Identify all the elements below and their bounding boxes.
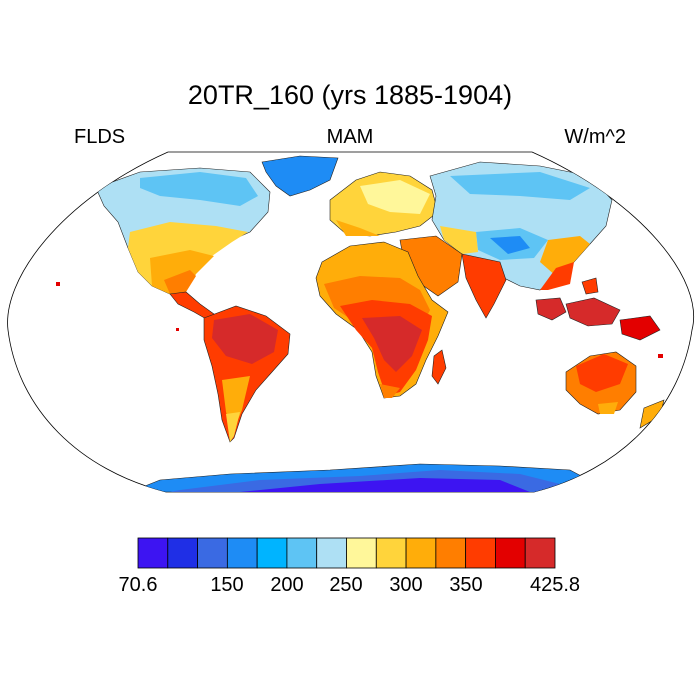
colorbar-swatch — [316, 537, 347, 569]
colorbar-tick-label: 425.8 — [529, 574, 581, 596]
colorbar-swatch — [346, 537, 377, 569]
colorbar-tick-label: 150 — [210, 574, 244, 596]
colorbar-swatch — [435, 537, 467, 569]
colorbar-swatch — [286, 537, 318, 569]
landmass-north-america — [95, 167, 271, 295]
colorbar-tick-label: 250 — [329, 574, 363, 596]
map-title: 20TR_160 (yrs 1885-1904) — [187, 80, 513, 110]
landmass-india — [461, 253, 507, 319]
landmass-southeast-asia — [535, 277, 661, 341]
units-label: W/m^2 — [564, 126, 626, 148]
landmass-africa — [315, 241, 449, 399]
colorbar-swatch — [524, 537, 556, 569]
colorbar-swatch — [375, 537, 407, 569]
colorbar — [137, 537, 556, 569]
landmass-greenland — [261, 155, 339, 197]
colorbar-swatch — [226, 537, 258, 569]
landmass-south-america — [203, 305, 291, 443]
colorbar-tick-label: 70.6 — [118, 574, 158, 596]
colorbar-swatch — [405, 537, 437, 569]
pacific-islands — [56, 282, 663, 358]
landmass-madagascar — [431, 349, 447, 385]
colorbar-tick-label: 300 — [389, 574, 423, 596]
colorbar-swatch — [495, 537, 526, 569]
landmass-antarctica — [139, 463, 586, 492]
colorbar-swatch — [465, 537, 496, 569]
colorbar-swatch — [137, 537, 169, 569]
colorbar-swatch — [256, 537, 288, 569]
colorbar-tick-label: 350 — [449, 574, 483, 596]
landmass-europe — [329, 171, 439, 237]
variable-label: FLDS — [74, 126, 126, 148]
colorbar-swatch — [197, 537, 228, 569]
landmass-australia — [565, 351, 637, 415]
season-label: MAM — [326, 126, 374, 148]
colorbar-swatch — [167, 537, 198, 569]
colorbar-tick-label: 200 — [270, 574, 304, 596]
